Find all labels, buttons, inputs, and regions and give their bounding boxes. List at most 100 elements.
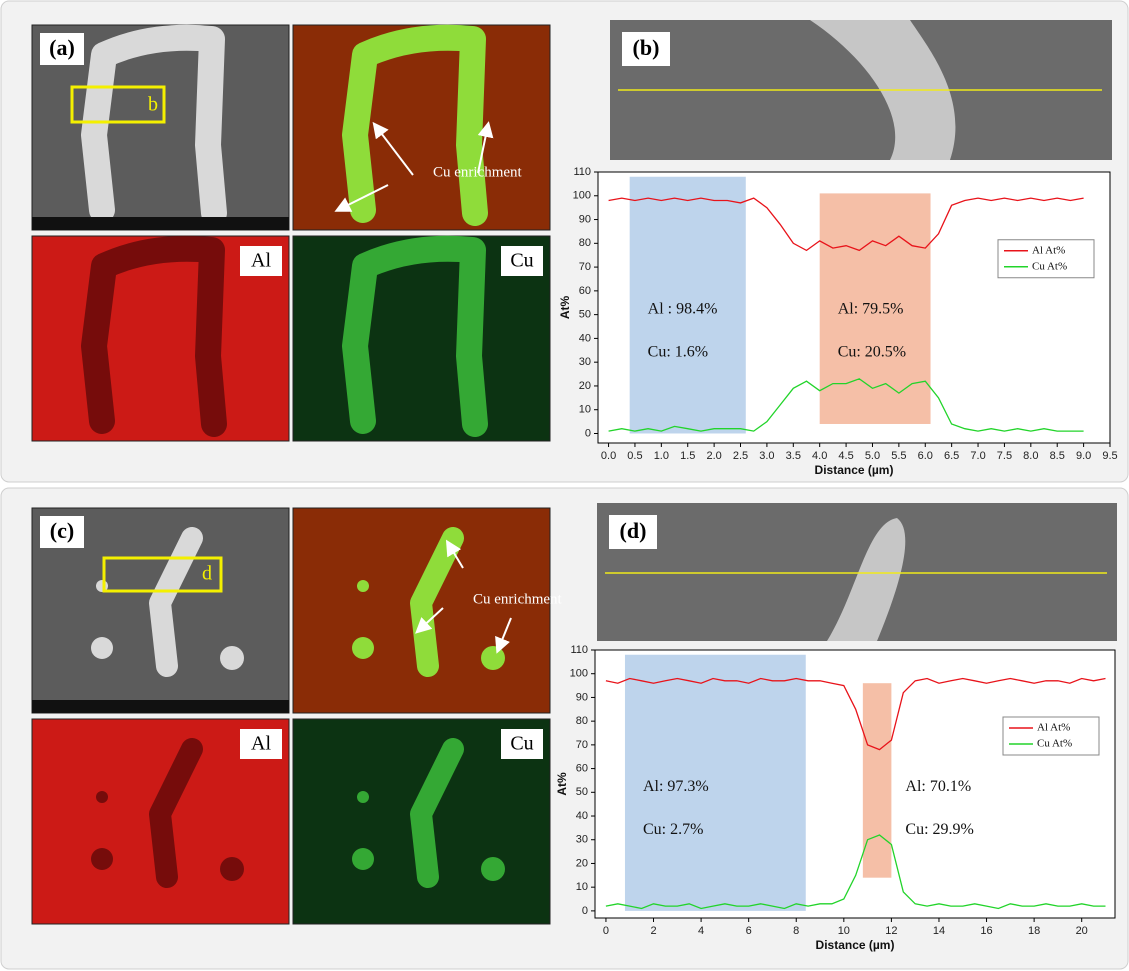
label-box xyxy=(240,246,282,276)
band-annotation: Al: 70.1% xyxy=(905,778,971,795)
micrograph: Al xyxy=(31,235,290,442)
y-tick-label: 100 xyxy=(573,190,591,202)
panel-label: (d) xyxy=(620,518,647,543)
arrow xyxy=(334,184,389,212)
particle xyxy=(81,24,227,226)
x-tick-label: 20 xyxy=(1076,925,1088,937)
highlight-band xyxy=(819,193,931,424)
band-annotation: Cu: 20.5% xyxy=(838,343,906,360)
band-annotation: Cu: 1.6% xyxy=(648,343,708,360)
x-tick-label: 8.0 xyxy=(1023,450,1038,462)
y-tick-label: 110 xyxy=(573,166,591,178)
x-tick-label: 0 xyxy=(603,925,609,937)
y-tick-label: 10 xyxy=(576,881,588,893)
x-axis-label: Distance (µm) xyxy=(815,463,894,477)
y-tick-label: 70 xyxy=(579,261,591,273)
map-label: Cu xyxy=(510,733,533,755)
band-annotation: Cu: 29.9% xyxy=(905,821,973,838)
x-tick-label: 4 xyxy=(698,925,704,937)
y-tick-label: 110 xyxy=(570,644,588,656)
arrow xyxy=(445,539,464,569)
legend-label: Cu At% xyxy=(1032,260,1067,272)
micrograph: Al xyxy=(31,718,290,925)
micrograph: Cu xyxy=(292,235,551,442)
particle xyxy=(410,527,464,677)
y-tick-label: 0 xyxy=(585,427,591,439)
map-label: Cu xyxy=(510,250,533,272)
y-tick-label: 20 xyxy=(579,380,591,392)
micrograph: Cu enrichment xyxy=(292,507,563,714)
x-tick-label: 2.0 xyxy=(706,450,721,462)
x-tick-label: 10 xyxy=(838,925,850,937)
x-tick-label: 14 xyxy=(933,925,945,937)
panel-label: (a) xyxy=(49,35,75,60)
x-tick-label: 4.5 xyxy=(838,450,853,462)
x-tick-label: 1.5 xyxy=(680,450,695,462)
y-axis-label: At% xyxy=(558,296,572,320)
x-tick-label: 5.0 xyxy=(865,450,880,462)
y-tick-label: 100 xyxy=(570,668,588,680)
legend-label: Al At% xyxy=(1037,722,1070,734)
label-box xyxy=(40,516,84,548)
particle xyxy=(352,637,374,659)
particle xyxy=(357,580,369,592)
legend-label: Cu At% xyxy=(1037,738,1072,750)
y-tick-label: 60 xyxy=(576,762,588,774)
x-tick-label: 18 xyxy=(1028,925,1040,937)
band-annotation: Cu: 2.7% xyxy=(643,821,703,838)
arrow xyxy=(477,121,494,174)
y-tick-label: 80 xyxy=(576,715,588,727)
y-tick-label: 30 xyxy=(579,356,591,368)
x-tick-label: 1.0 xyxy=(654,450,669,462)
legend-label: Al At% xyxy=(1032,244,1065,256)
micrograph: (a) b xyxy=(31,24,290,231)
y-tick-label: 70 xyxy=(576,739,588,751)
arrow xyxy=(495,617,512,654)
x-axis-label: Distance (µm) xyxy=(816,938,895,952)
x-tick-label: 6 xyxy=(746,925,752,937)
particle xyxy=(91,637,113,659)
y-tick-label: 50 xyxy=(579,309,591,321)
y-tick-label: 90 xyxy=(576,691,588,703)
map-label: Al xyxy=(251,733,271,755)
particle xyxy=(149,527,203,677)
x-tick-label: 2 xyxy=(650,925,656,937)
legend-box xyxy=(997,239,1095,279)
particle xyxy=(481,857,505,881)
y-tick-label: 20 xyxy=(576,857,588,869)
x-tick-label: 6.0 xyxy=(918,450,933,462)
x-tick-label: 12 xyxy=(885,925,897,937)
arrow xyxy=(415,607,444,634)
micrograph: (c) d xyxy=(31,507,290,714)
y-axis-label: At% xyxy=(555,772,569,796)
x-tick-label: 9.0 xyxy=(1076,450,1091,462)
label-box xyxy=(622,32,670,66)
selection-label: d xyxy=(202,563,212,585)
y-tick-label: 30 xyxy=(576,834,588,846)
particle xyxy=(81,235,227,437)
x-tick-label: 0.5 xyxy=(627,450,642,462)
x-tick-label: 8.5 xyxy=(1050,450,1065,462)
particle xyxy=(827,518,906,641)
y-tick-label: 50 xyxy=(576,786,588,798)
y-tick-label: 10 xyxy=(579,404,591,416)
particle xyxy=(481,646,505,670)
x-tick-label: 0.0 xyxy=(601,450,616,462)
selection-box xyxy=(70,85,166,124)
particle xyxy=(91,848,113,870)
particle xyxy=(220,857,244,881)
x-tick-label: 9.5 xyxy=(1102,450,1117,462)
particle xyxy=(357,791,369,803)
particle xyxy=(149,738,203,888)
x-tick-label: 3.5 xyxy=(786,450,801,462)
map-label: Al xyxy=(251,250,271,272)
series-line xyxy=(608,197,1084,252)
band-annotation: Al: 79.5% xyxy=(838,301,904,318)
particle xyxy=(220,646,244,670)
panel-label: (b) xyxy=(633,35,660,60)
label-box xyxy=(40,33,84,65)
label-box xyxy=(501,246,543,276)
scale-strip xyxy=(32,700,289,713)
particle xyxy=(96,791,108,803)
